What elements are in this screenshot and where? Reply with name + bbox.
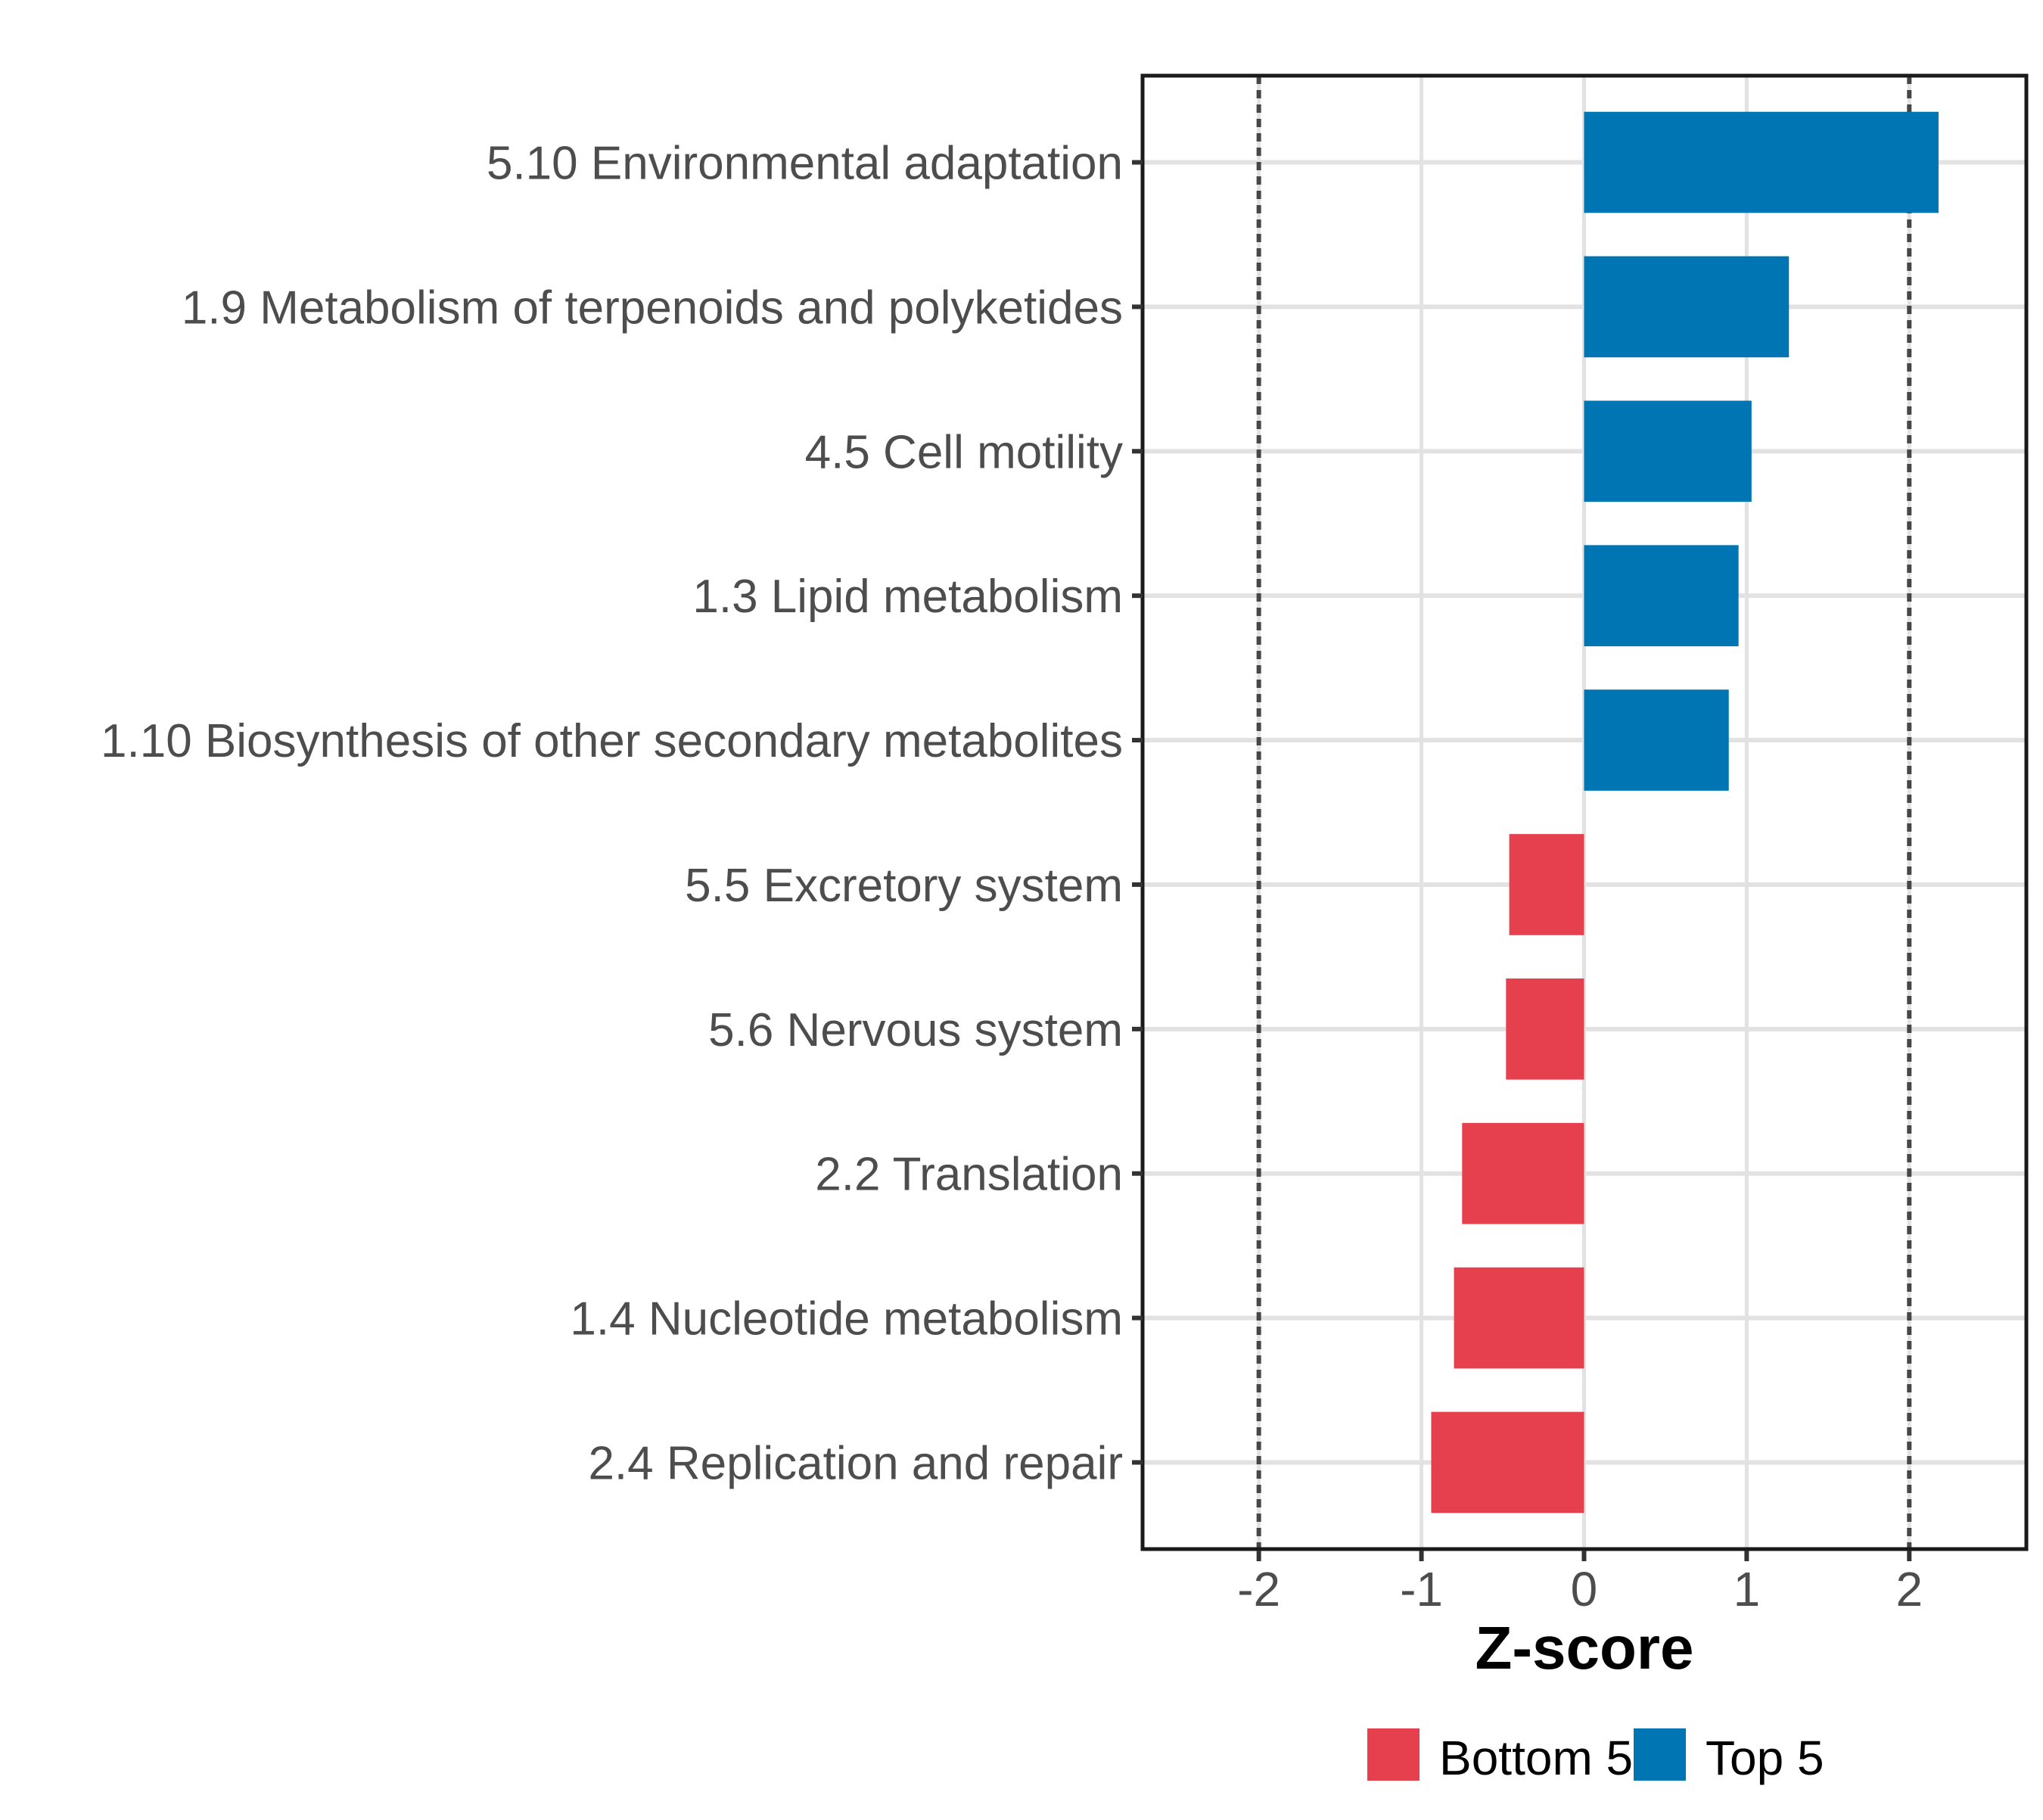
bar (1584, 400, 1752, 502)
bar (1584, 111, 1939, 213)
y-category-label: 5.5 Excretory system (685, 860, 1123, 912)
y-category-label: 2.2 Translation (815, 1149, 1123, 1201)
x-tick-label: 2 (1895, 1562, 1923, 1616)
bars (1431, 111, 1939, 1514)
reference-lines (1256, 76, 1912, 1549)
legend-label-bottom5: Bottom 5 (1439, 1731, 1633, 1785)
y-category-label: 4.5 Cell motility (805, 426, 1123, 478)
y-category-label: 1.10 Biosynthesis of other secondary met… (101, 715, 1123, 767)
bar (1584, 545, 1739, 646)
panel-border (1140, 73, 2029, 1551)
y-axis-ticks (1132, 160, 1143, 1465)
legend-key-top5-swatch (1634, 1728, 1686, 1781)
x-axis-ticks (1256, 1551, 1912, 1561)
x-axis-title: Z-score (1476, 1614, 1694, 1682)
x-tick-label: -1 (1400, 1562, 1443, 1616)
x-tick-label: 1 (1734, 1562, 1761, 1616)
bar (1584, 689, 1729, 791)
y-category-label: 5.10 Environmental adaptation (487, 138, 1123, 190)
x-tick-label: -2 (1237, 1562, 1280, 1616)
bar (1454, 1267, 1584, 1369)
y-category-label: 1.3 Lipid metabolism (692, 571, 1123, 623)
y-axis-category-labels: 5.10 Environmental adaptation 1.9 Metabol… (101, 138, 1123, 1490)
y-category-label: 1.9 Metabolism of terpenoids and polyket… (182, 282, 1123, 334)
bar (1462, 1122, 1584, 1224)
x-axis-tick-labels: -2 -1 0 1 2 (1237, 1562, 1923, 1616)
x-tick-label: 0 (1571, 1562, 1598, 1616)
bar (1506, 978, 1584, 1080)
bar (1584, 256, 1790, 358)
y-category-label: 1.4 Nucleotide metabolism (570, 1293, 1123, 1346)
y-category-label: 2.4 Replication and repair (588, 1437, 1123, 1489)
legend-item-top5: Top 5 (1634, 1728, 1824, 1785)
bar (1509, 834, 1584, 935)
legend-label-top5: Top 5 (1706, 1731, 1824, 1785)
legend-item-bottom5: Bottom 5 (1367, 1728, 1633, 1785)
legend: Bottom 5 Top 5 (1367, 1728, 1824, 1785)
legend-key-bottom5-swatch (1367, 1728, 1420, 1781)
y-category-label: 5.6 Nervous system (708, 1004, 1123, 1056)
bar (1431, 1411, 1584, 1514)
